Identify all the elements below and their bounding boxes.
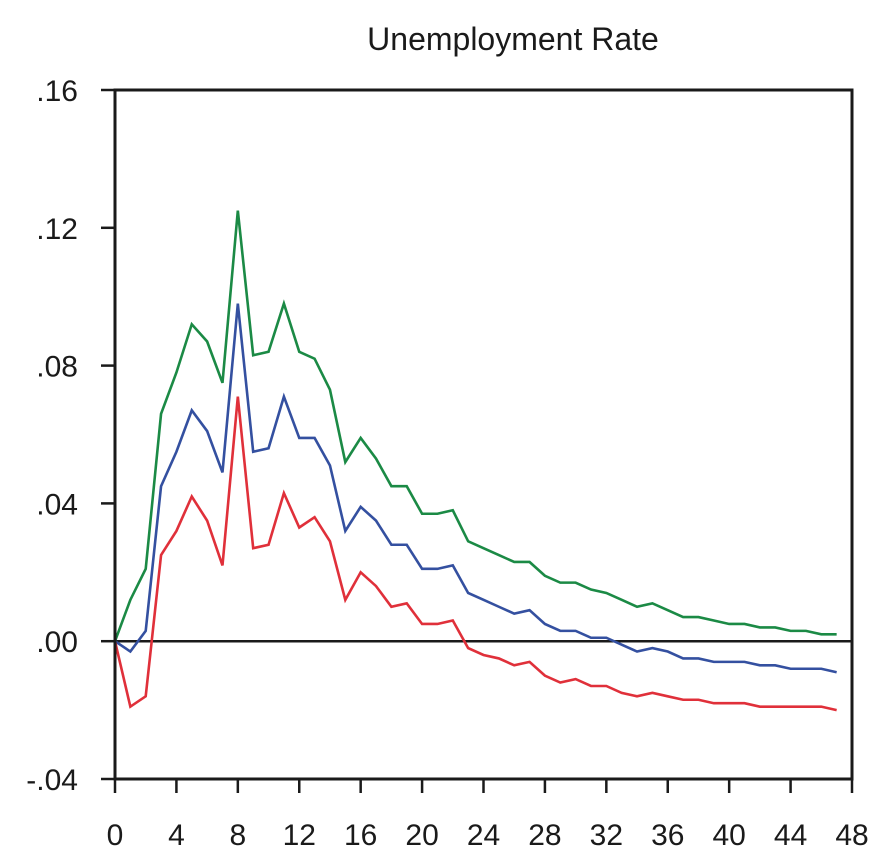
series-line-3 — [113, 396, 837, 712]
y-tick-label: .00 — [36, 626, 78, 659]
x-tick-label: 48 — [835, 819, 868, 852]
x-tick-label: 16 — [344, 819, 377, 852]
x-tick-label: 36 — [651, 819, 684, 852]
y-tick-label: .04 — [36, 488, 78, 521]
x-tick-label: 40 — [712, 819, 745, 852]
y-tick-label: -.04 — [26, 764, 78, 797]
x-tick-label: 24 — [467, 819, 500, 852]
x-tick-label: 12 — [283, 819, 316, 852]
x-tick-label: 4 — [168, 819, 185, 852]
y-tick-label: .16 — [36, 75, 78, 108]
y-tick-label: .12 — [36, 213, 78, 246]
chart-title: Unemployment Rate — [367, 21, 659, 57]
ticks-layer: .16.12.08.04.00-.040 4 8 12 16 20 24 28 32 36 40 44… — [26, 75, 868, 852]
x-tick-label: 32 — [590, 819, 623, 852]
series-layer — [113, 210, 837, 712]
x-tick-label: 28 — [528, 819, 561, 852]
x-tick-label: 0 — [107, 819, 124, 852]
x-tick-label: 8 — [229, 819, 246, 852]
series-line-1 — [113, 210, 837, 642]
series-line-2 — [114, 303, 837, 674]
x-tick-label: 20 — [405, 819, 438, 852]
x-tick-label: 44 — [774, 819, 807, 852]
y-tick-label: .08 — [36, 351, 78, 384]
